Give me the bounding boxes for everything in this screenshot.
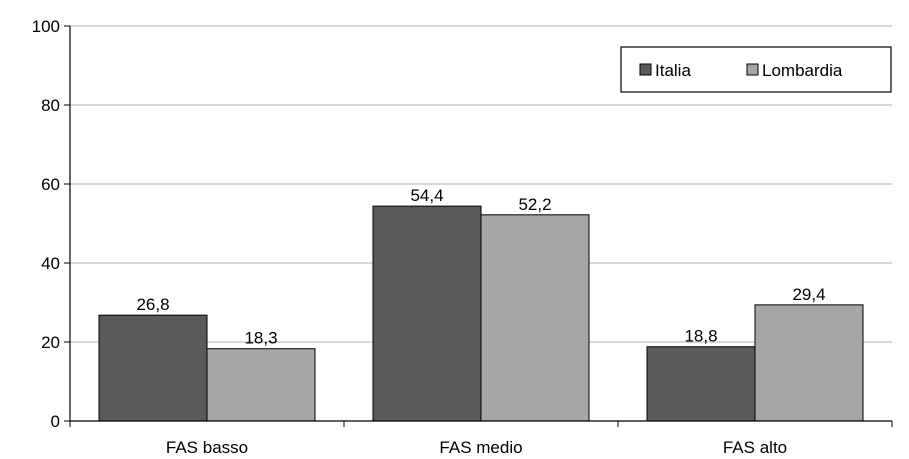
data-labels: 26,8 18,3 54,4 52,2 18,8 29,4 [136,186,825,348]
bar-lombardia-0 [206,348,316,422]
data-label-lombardia-2: 29,4 [792,285,825,304]
y-axis: 0 20 40 60 80 100 [32,17,71,431]
data-label-italia-1: 54,4 [410,186,443,205]
bar-italia-2 [646,346,756,422]
legend-swatch-lombardia [746,63,759,76]
x-tick-label: FAS medio [439,438,522,457]
bar-lombardia-2 [754,304,864,422]
legend-label-lombardia: Lombardia [762,61,843,80]
data-label-lombardia-0: 18,3 [244,329,277,348]
y-tick-label: 60 [41,175,60,194]
bar-italia-0 [98,314,208,422]
bars [98,205,864,422]
y-tick-label: 0 [51,412,60,431]
data-label-lombardia-1: 52,2 [518,195,551,214]
data-label-italia-0: 26,8 [136,295,169,314]
x-tick-label: FAS basso [166,438,248,457]
y-tick-label: 40 [41,254,60,273]
y-tick-label: 80 [41,96,60,115]
legend-swatch-italia [639,63,652,76]
legend-label-italia: Italia [655,61,691,80]
x-axis: FAS basso FAS medio FAS alto [69,420,893,457]
x-tick-label: FAS alto [723,438,787,457]
y-tick-label: 100 [32,17,60,36]
data-label-italia-2: 18,8 [684,327,717,346]
bar-lombardia-1 [480,214,590,422]
bar-italia-1 [372,205,482,422]
legend: Italia Lombardia [620,46,892,93]
y-tick-label: 20 [41,333,60,352]
